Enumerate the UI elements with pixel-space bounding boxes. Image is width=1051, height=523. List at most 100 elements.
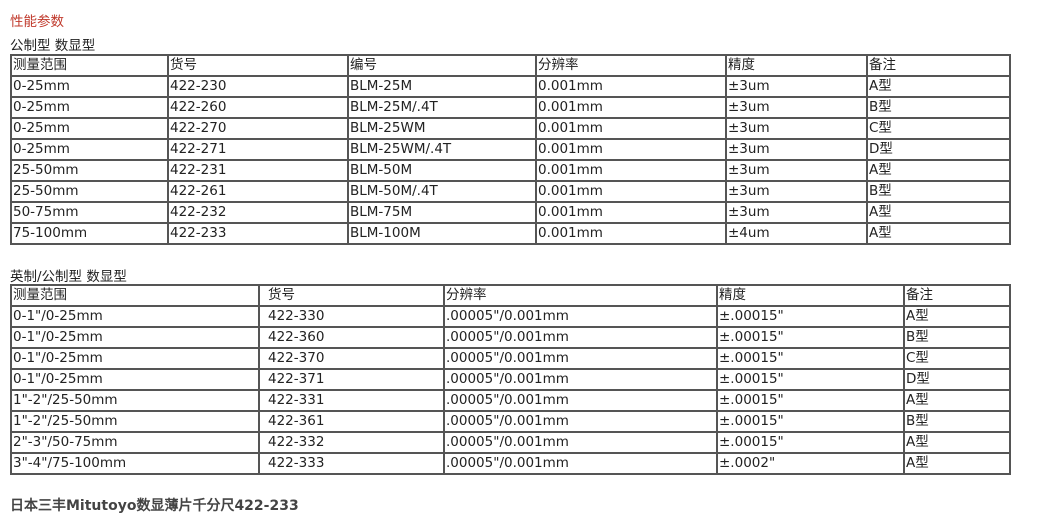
table-cell: 0-25mm: [10, 138, 169, 161]
column-header: 精度: [725, 54, 868, 77]
table-row: 25-50mm 422-261 BLM-50M/.4T 0.001mm ±3um B型: [10, 180, 1011, 203]
table-cell: 422-331: [258, 389, 445, 412]
table-cell: 25-50mm: [10, 159, 169, 182]
table-cell: 0-1"/0-25mm: [10, 368, 260, 391]
table-row: 3"-4"/75-100mm 422-333.00005"/0.001mm ±.00…: [10, 452, 1011, 475]
table-cell: 422-333: [258, 452, 445, 475]
table-cell: 0-1"/0-25mm: [10, 347, 260, 370]
table-cell: ±.0002": [716, 452, 905, 475]
table-row: 75-100mm 422-233 BLM-100M 0.001mm ±4um A型: [10, 222, 1011, 245]
column-header: 精度: [716, 284, 905, 307]
table-cell: 3"-4"/75-100mm: [10, 452, 260, 475]
table-cell: ±3um: [725, 159, 868, 182]
table-cell: ±.00015": [716, 410, 905, 433]
table-row: 0-25mm 422-230 BLM-25M 0.001mm ±3um A型: [10, 75, 1011, 98]
table-cell: 1"-2"/25-50mm: [10, 389, 260, 412]
table-cell: ±.00015": [716, 326, 905, 349]
table-row: 50-75mm 422-232 BLM-75M 0.001mm ±3um A型: [10, 201, 1011, 224]
column-header: 货号: [258, 284, 445, 307]
table-cell: BLM-100M: [347, 222, 537, 245]
table-cell: BLM-50M/.4T: [347, 180, 537, 203]
table-cell: B型: [903, 410, 1011, 433]
table-cell: 0.001mm: [535, 159, 727, 182]
table-cell: 0.001mm: [535, 180, 727, 203]
table-cell: 422-232: [167, 201, 349, 224]
table-cell: 75-100mm: [10, 222, 169, 245]
table-cell: 1"-2"/25-50mm: [10, 410, 260, 433]
table-cell: 422-361: [258, 410, 445, 433]
table-cell: D型: [866, 138, 1011, 161]
column-header: 测量范围: [10, 284, 260, 307]
table-cell: A型: [866, 159, 1011, 182]
table-row: 0-25mm 422-271 BLM-25WM/.4T 0.001mm ±3um D型: [10, 138, 1011, 161]
table-cell: 0-1"/0-25mm: [10, 326, 260, 349]
column-header: 编号: [347, 54, 537, 77]
column-header: 货号: [167, 54, 349, 77]
table-cell: 422-260: [167, 96, 349, 119]
table-cell: A型: [866, 222, 1011, 245]
column-header: 分辨率: [535, 54, 727, 77]
table-cell: A型: [866, 201, 1011, 224]
table-cell: B型: [866, 180, 1011, 203]
table-cell: B型: [903, 326, 1011, 349]
table-cell: BLM-25WM: [347, 117, 537, 140]
table-cell: ±.00015": [716, 305, 905, 328]
table-cell: 422-231: [167, 159, 349, 182]
table-cell: C型: [903, 347, 1011, 370]
table-cell: 422-271: [167, 138, 349, 161]
inch-metric-heading: 英制/公制型 数显型: [10, 269, 127, 285]
table-cell: ±.00015": [716, 389, 905, 412]
table-cell: ±3um: [725, 96, 868, 119]
table-cell: B型: [866, 96, 1011, 119]
metric-heading: 公制型 数显型: [10, 38, 96, 54]
table-row: 0-1"/0-25mm 422-360.00005"/0.001mm ±.00015…: [10, 326, 1011, 349]
table-row: 2"-3"/50-75mm 422-332.00005"/0.001mm ±.000…: [10, 431, 1011, 454]
inch-metric-spec-table: 测量范围 货号 分辨率 精度 备注 0-1"/0-25mm 422-330.00005"/0…: [10, 284, 1011, 475]
table-cell: ±.00015": [716, 431, 905, 454]
table-cell: 0.001mm: [535, 96, 727, 119]
table-row: 0-25mm 422-260 BLM-25M/.4T 0.001mm ±3um B型: [10, 96, 1011, 119]
table-cell: ±4um: [725, 222, 868, 245]
table-cell: A型: [903, 452, 1011, 475]
table-cell: A型: [903, 389, 1011, 412]
table-row: 1"-2"/25-50mm 422-361.00005"/0.001mm ±.000…: [10, 410, 1011, 433]
table-cell: ±.00015": [716, 347, 905, 370]
table-row: 0-1"/0-25mm 422-371.00005"/0.001mm ±.00015…: [10, 368, 1011, 391]
table-cell: A型: [903, 305, 1011, 328]
table-cell: 0-25mm: [10, 75, 169, 98]
table-cell: 0-1"/0-25mm: [10, 305, 260, 328]
table-cell: 0.001mm: [535, 222, 727, 245]
table-cell: 0.001mm: [535, 117, 727, 140]
table-cell: 422-371: [258, 368, 445, 391]
table-cell: ±.00015": [716, 368, 905, 391]
table-cell: .00005"/0.001mm: [443, 347, 718, 370]
table-cell: BLM-25M: [347, 75, 537, 98]
column-header: 分辨率: [443, 284, 718, 307]
table-cell: 422-330: [258, 305, 445, 328]
table-cell: ±3um: [725, 180, 868, 203]
table-cell: 0.001mm: [535, 75, 727, 98]
table-cell: BLM-50M: [347, 159, 537, 182]
table-cell: 422-261: [167, 180, 349, 203]
table-cell: BLM-75M: [347, 201, 537, 224]
table-cell: 0-25mm: [10, 96, 169, 119]
table-cell: .00005"/0.001mm: [443, 389, 718, 412]
table-cell: 50-75mm: [10, 201, 169, 224]
table-cell: .00005"/0.001mm: [443, 326, 718, 349]
table-cell: BLM-25WM/.4T: [347, 138, 537, 161]
table-cell: C型: [866, 117, 1011, 140]
table-cell: ±3um: [725, 75, 868, 98]
table-cell: .00005"/0.001mm: [443, 368, 718, 391]
table-cell: .00005"/0.001mm: [443, 431, 718, 454]
table-cell: 422-360: [258, 326, 445, 349]
column-header: 测量范围: [10, 54, 169, 77]
column-header: 备注: [866, 54, 1011, 77]
table-row: 1"-2"/25-50mm 422-331.00005"/0.001mm ±.000…: [10, 389, 1011, 412]
table-cell: 422-332: [258, 431, 445, 454]
table-cell: ±3um: [725, 138, 868, 161]
table-cell: 0.001mm: [535, 138, 727, 161]
table-row: 0-25mm 422-270 BLM-25WM 0.001mm ±3um C型: [10, 117, 1011, 140]
table-cell: ±3um: [725, 117, 868, 140]
table-row: 0-1"/0-25mm 422-330.00005"/0.001mm ±.00015…: [10, 305, 1011, 328]
table-cell: 422-270: [167, 117, 349, 140]
